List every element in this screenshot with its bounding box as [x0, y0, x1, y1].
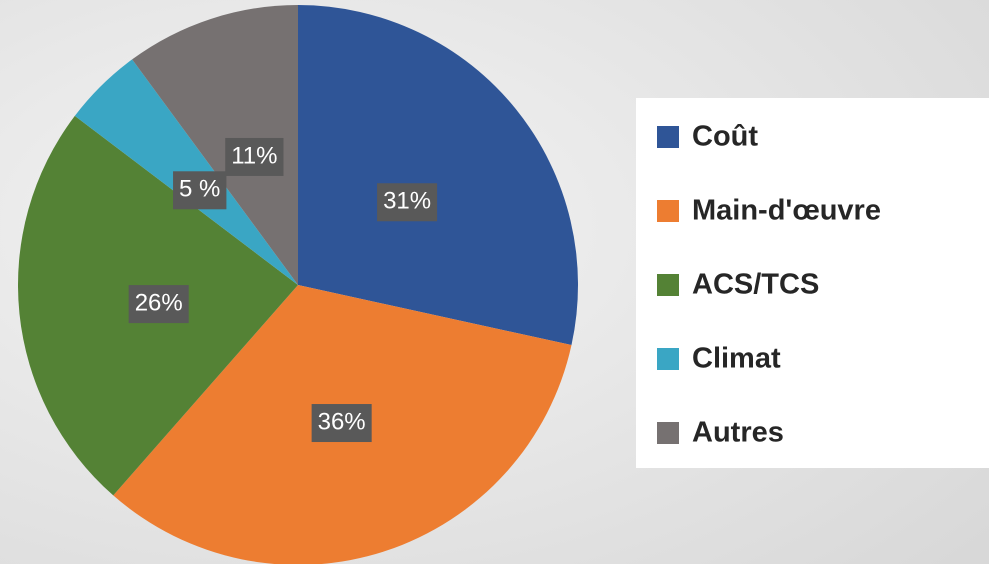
legend-label: Main-d'œuvre	[692, 195, 881, 227]
legend-swatch	[657, 422, 679, 444]
data-label: 5 %	[179, 176, 220, 203]
legend-swatch	[657, 200, 679, 222]
data-label-box	[377, 183, 438, 222]
legend-label: Autres	[692, 417, 784, 449]
pie-slice	[132, 5, 298, 285]
legend-label: Climat	[692, 343, 781, 375]
legend-swatch	[657, 274, 679, 296]
data-label: 11%	[231, 142, 277, 169]
legend-label: ACS/TCS	[692, 269, 819, 301]
legend-swatch	[657, 126, 679, 148]
pie-slice	[298, 5, 578, 346]
data-label-box	[225, 137, 284, 176]
legend-swatch	[657, 348, 679, 370]
data-label: 26%	[135, 289, 183, 316]
data-label-box	[173, 171, 227, 210]
legend-label: Coût	[692, 121, 758, 153]
data-label-box	[128, 285, 189, 324]
data-label-box	[311, 404, 372, 443]
data-label: 36%	[318, 408, 366, 435]
data-label: 31%	[383, 188, 431, 215]
legend-box	[636, 98, 989, 468]
